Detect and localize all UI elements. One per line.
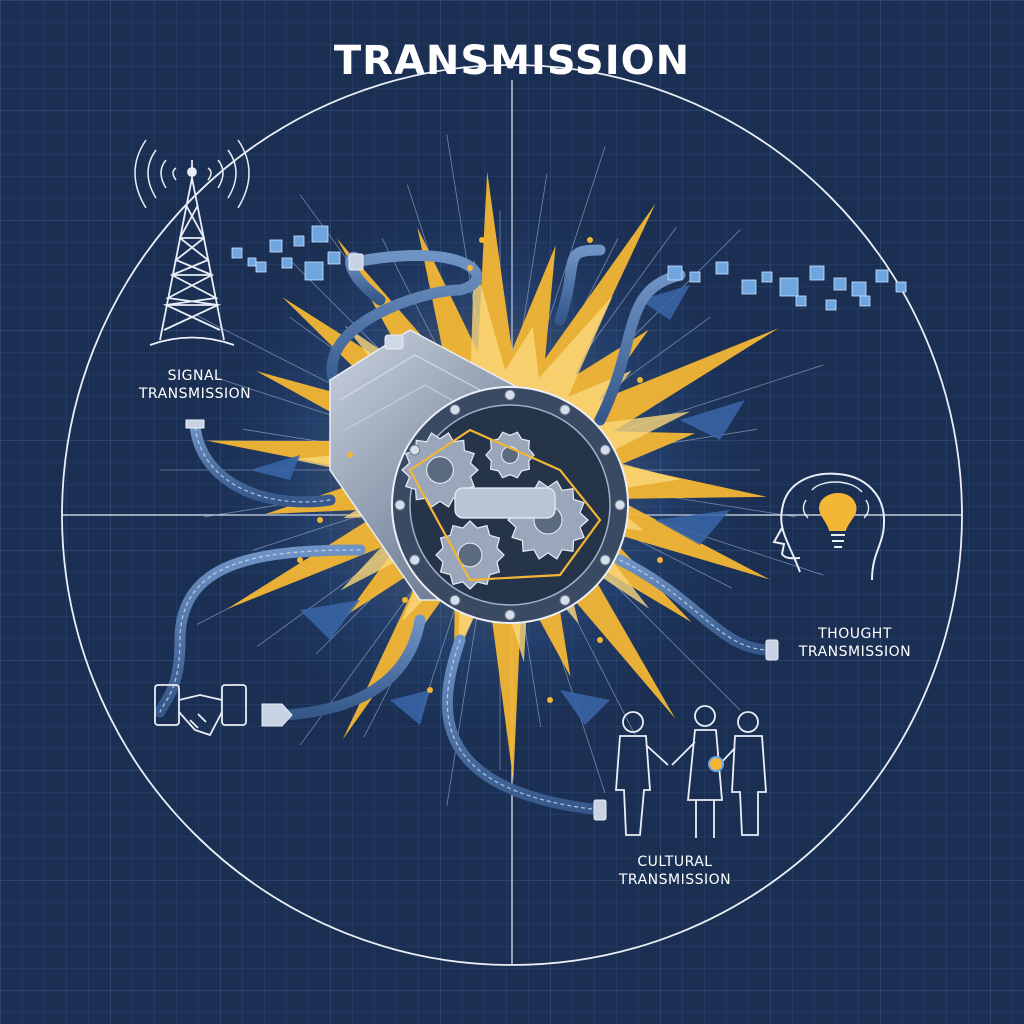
data-pixel-block	[833, 277, 847, 291]
spark	[479, 237, 485, 243]
bolt	[504, 389, 516, 401]
spark	[587, 237, 593, 243]
data-pixel-block	[231, 247, 243, 259]
sparks	[297, 237, 663, 703]
data-pixel-block	[247, 257, 257, 267]
data-pixel-block	[304, 261, 324, 281]
bolt	[409, 554, 421, 566]
bolt	[599, 444, 611, 456]
label-signal-line2: TRANSMISSION	[138, 385, 252, 402]
spark	[427, 687, 433, 693]
handshake-icon	[154, 684, 247, 737]
spark	[317, 517, 323, 523]
data-pixel-block	[859, 295, 871, 307]
bolt	[504, 609, 516, 621]
shards	[250, 285, 745, 725]
bolt	[394, 499, 406, 511]
data-pixel-block	[667, 265, 683, 281]
spark	[297, 557, 303, 563]
bolt	[409, 444, 421, 456]
people-handshake-icon	[615, 705, 767, 838]
data-pixel-block	[795, 295, 807, 307]
gear-icon	[435, 520, 505, 590]
data-pixel-block	[851, 281, 867, 297]
bolt	[559, 594, 571, 606]
bolt	[614, 499, 626, 511]
data-pixel-block	[269, 239, 283, 253]
label-cultural-line2: TRANSMISSION	[618, 871, 732, 888]
spark	[547, 697, 553, 703]
spark	[347, 452, 353, 458]
cable-connectors	[185, 253, 779, 821]
head-lightbulb-icon	[772, 472, 886, 581]
data-pixel-block	[293, 235, 305, 247]
spark	[402, 597, 408, 603]
bolt	[559, 404, 571, 416]
data-pixel-block	[689, 271, 701, 283]
data-pixel-block	[809, 265, 825, 281]
data-pixel-block	[825, 299, 837, 311]
label-cultural-line1: CULTURAL	[637, 854, 713, 870]
label-signal-line1: SIGNAL	[167, 368, 223, 384]
label-thought-transmission: THOUGHT TRANSMISSION	[770, 626, 940, 661]
gearbox-icon	[329, 329, 629, 624]
spark	[657, 557, 663, 563]
spark	[597, 637, 603, 643]
spark	[467, 265, 473, 271]
data-pixel-block	[281, 257, 293, 269]
data-pixel-block	[875, 269, 889, 283]
label-signal-transmission: SIGNAL TRANSMISSION	[120, 368, 270, 403]
data-pixel-block	[895, 281, 907, 293]
data-pixel-block	[327, 251, 341, 265]
bolt	[449, 404, 461, 416]
data-pixel-block	[311, 225, 329, 243]
data-pixel-block	[761, 271, 773, 283]
page-title: TRANSMISSION	[333, 38, 691, 84]
label-cultural-transmission: CULTURAL TRANSMISSION	[590, 854, 760, 889]
data-pixels	[231, 225, 907, 311]
data-pixel-block	[715, 261, 729, 275]
label-thought-line2: TRANSMISSION	[798, 643, 912, 660]
label-thought-line1: THOUGHT	[818, 626, 892, 642]
bolt	[599, 554, 611, 566]
bolt	[449, 594, 461, 606]
spark	[637, 377, 643, 383]
data-pixel-block	[255, 261, 267, 273]
data-pixel-block	[741, 279, 757, 295]
data-pixel-block	[779, 277, 799, 297]
radio-tower-icon	[134, 139, 250, 346]
